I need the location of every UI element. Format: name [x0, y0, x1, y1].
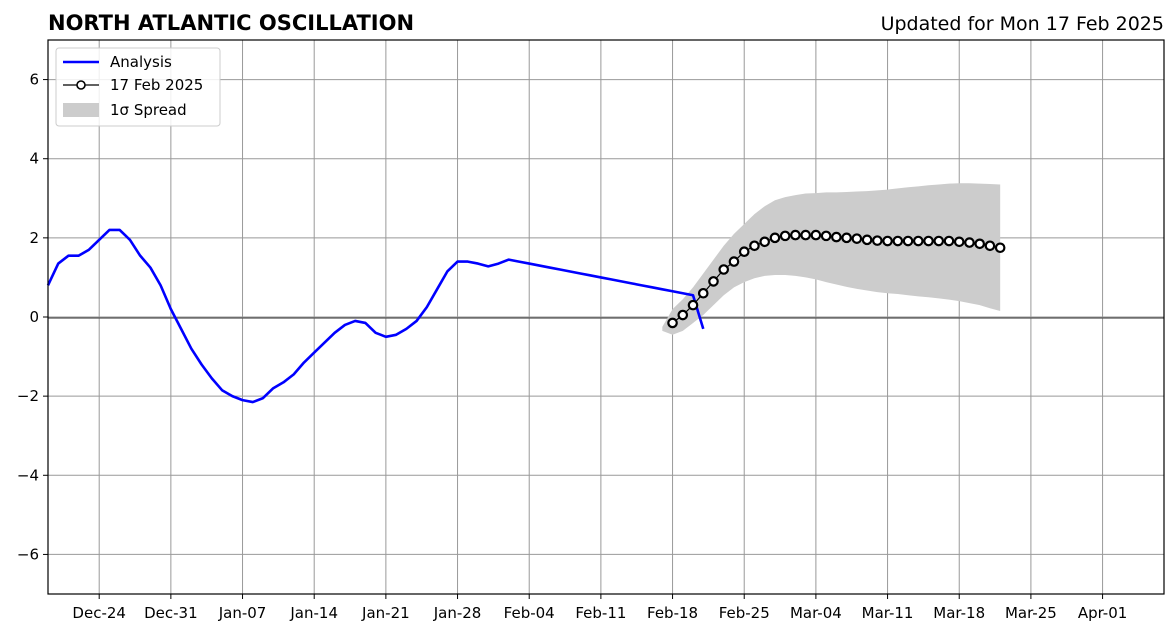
legend-label: Analysis	[110, 53, 172, 71]
x-tick-label: Mar-11	[862, 604, 914, 622]
forecast-point	[861, 234, 873, 246]
forecast-point	[769, 232, 781, 244]
series-layer	[46, 228, 1006, 404]
forecast-point	[953, 236, 965, 248]
x-tick-label: Jan-07	[218, 604, 267, 622]
legend-label: 1σ Spread	[110, 101, 187, 119]
forecast-point	[974, 238, 986, 250]
y-tick-label: 0	[29, 308, 39, 326]
legend: Analysis 17 Feb 2025 1σ Spread	[55, 47, 221, 127]
y-tick-label: 2	[29, 229, 39, 247]
title-layer: NORTH ATLANTIC OSCILLATION Updated for M…	[48, 11, 1164, 35]
forecast-point	[820, 230, 832, 242]
x-tick-label: Feb-04	[504, 604, 555, 622]
forecast-point	[964, 237, 975, 248]
x-tick-label: Mar-04	[790, 604, 842, 622]
x-tick-label: Mar-18	[933, 604, 985, 622]
forecast-point	[882, 235, 893, 247]
forecast-point	[994, 242, 1006, 254]
x-tick-label: Apr-01	[1078, 604, 1128, 622]
forecast-point	[810, 229, 822, 241]
forecast-point	[902, 235, 914, 247]
legend-swatch-spread	[63, 103, 99, 117]
forecast-point	[851, 233, 863, 244]
forecast-point	[892, 235, 904, 247]
y-tick-label: −4	[17, 466, 39, 484]
forecast-point	[728, 256, 740, 267]
y-tick-label: −6	[17, 545, 39, 563]
chart-title: NORTH ATLANTIC OSCILLATION	[48, 11, 414, 35]
forecast-point	[749, 240, 760, 252]
y-tick-label: 6	[29, 71, 39, 89]
x-tick-label: Mar-25	[1005, 604, 1057, 622]
x-tick-label: Jan-14	[289, 604, 338, 622]
forecast-point	[738, 246, 750, 258]
y-tick-label: 4	[29, 150, 39, 168]
x-tick-label: Feb-25	[719, 604, 770, 622]
forecast-point	[708, 276, 719, 287]
forecast-point	[984, 240, 996, 252]
forecast-point	[912, 235, 924, 247]
analysis-line	[46, 228, 705, 404]
axes-layer: Dec-24 Dec-31 Jan-07 Jan-14 Jan-21 Jan-28 Feb-…	[17, 39, 1165, 622]
forecast-point	[718, 264, 730, 275]
chart-subtitle: Updated for Mon 17 Feb 2025	[881, 13, 1164, 35]
forecast-point	[923, 235, 934, 247]
x-tick-label: Jan-28	[433, 604, 482, 622]
x-tick-label: Jan-21	[361, 604, 410, 622]
y-tick-label: −2	[17, 387, 39, 405]
forecast-point	[790, 229, 801, 241]
forecast-point	[872, 235, 883, 246]
forecast-point	[687, 299, 699, 311]
forecast-point	[841, 232, 852, 244]
forecast-point	[831, 231, 842, 243]
forecast-point	[677, 309, 689, 321]
forecast-point	[800, 229, 811, 241]
forecast-point	[667, 317, 678, 329]
spread-layer	[662, 183, 1001, 335]
legend-label: 17 Feb 2025	[110, 76, 203, 94]
spread-band	[662, 183, 1001, 335]
x-tick-label: Dec-31	[144, 604, 198, 622]
forecast-point	[779, 230, 791, 242]
legend-swatch-forecast-marker	[76, 80, 86, 90]
x-tick-label: Dec-24	[72, 604, 126, 622]
forecast-point	[943, 235, 955, 247]
forecast-point	[697, 287, 709, 299]
x-tick-label: Feb-11	[575, 604, 626, 622]
forecast-point	[933, 235, 945, 247]
x-tick-label: Feb-18	[647, 604, 698, 622]
forecast-point	[759, 236, 770, 248]
